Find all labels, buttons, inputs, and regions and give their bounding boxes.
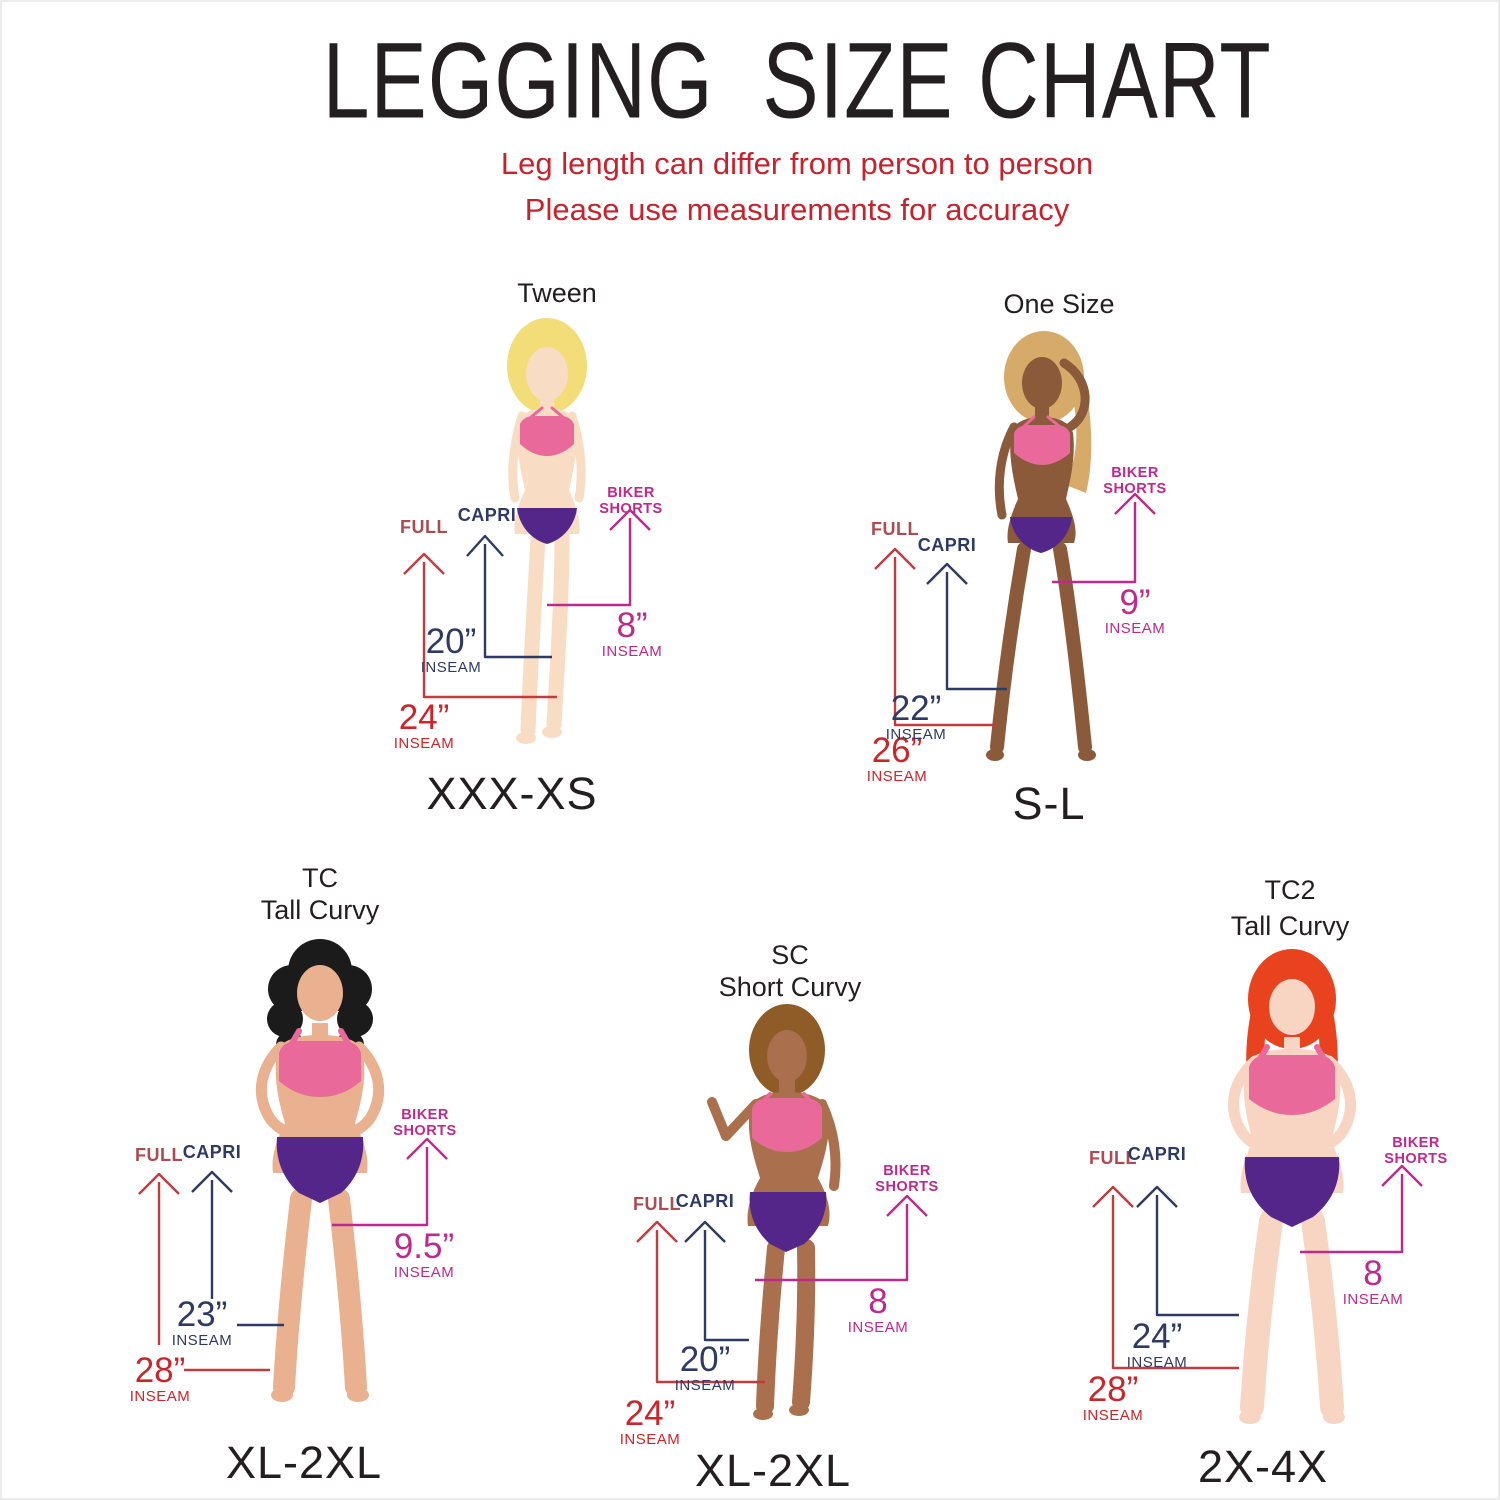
one-size-figure-illustration	[986, 331, 1096, 761]
size-range-label: XL-2XL	[225, 1437, 383, 1488]
biker-inseam-measurement: 9” INSEAM	[1104, 583, 1166, 637]
size-range-label: XL-2XL	[694, 1445, 852, 1496]
figure-code: TC2	[1264, 875, 1316, 905]
figure-code: SC	[771, 940, 809, 970]
capri-arrow-label: CAPRI	[182, 1142, 242, 1162]
full-inseam-measurement: 26” INSEAM	[866, 731, 928, 785]
biker-shorts-arrow-label: BIKER SHORTS	[1384, 1135, 1448, 1167]
subtitle: Leg length can differ from person to per…	[92, 141, 1500, 233]
figure-name: One Size	[1003, 289, 1115, 319]
size-group-sc-short-curvy: SC Short Curvy FULL CAPRI BIKER SHORTS 2…	[602, 932, 1002, 1496]
capri-inseam-measurement: 22” INSEAM	[885, 689, 947, 743]
capri-inseam-measurement: 20” INSEAM	[420, 622, 482, 676]
size-range-label: S-L	[1012, 778, 1086, 829]
capri-arrow-label: CAPRI	[1127, 1144, 1187, 1164]
full-arrow-label: FULL	[400, 517, 448, 537]
figure-code: TC	[302, 863, 338, 893]
size-group-tc2-tall-curvy: TC2 Tall Curvy FULL CAPRI BIKER SHORTS 2…	[1062, 867, 1482, 1492]
capri-inseam-measurement: 24” INSEAM	[1126, 1317, 1188, 1371]
figure-name: Tween	[517, 278, 597, 308]
size-group-tc-tall-curvy: TC Tall Curvy FULL CAPRI BIKER SHORTS	[112, 857, 512, 1488]
figure-name: Tall Curvy	[260, 895, 380, 925]
subtitle-line-2: Please use measurements for accuracy	[524, 192, 1070, 227]
full-inseam-measurement: 24” INSEAM	[393, 698, 455, 752]
tc-figure-illustration	[255, 939, 385, 1402]
biker-inseam-measurement: 8 INSEAM	[847, 1282, 909, 1336]
capri-inseam-measurement: 23” INSEAM	[171, 1295, 233, 1349]
full-inseam-measurement: 28” INSEAM	[129, 1351, 191, 1405]
biker-inseam-measurement: 8” INSEAM	[601, 606, 663, 660]
capri-inseam-measurement: 20” INSEAM	[674, 1340, 736, 1394]
size-group-tween: Tween FULL CAPRI BIKER SHORTS 24” INSEAM…	[382, 272, 712, 822]
biker-shorts-arrow-label: BIKER SHORTS	[875, 1163, 939, 1195]
figure-name: Tall Curvy	[1230, 911, 1350, 941]
biker-inseam-measurement: 8 INSEAM	[1342, 1254, 1404, 1308]
biker-shorts-arrow-label: BIKER SHORTS	[1103, 465, 1167, 497]
full-arrow-label: FULL	[1089, 1148, 1137, 1168]
page-title: LEGGING SIZE CHART	[322, 21, 1272, 142]
full-arrow-label: FULL	[135, 1145, 183, 1165]
capri-arrow-label: CAPRI	[457, 505, 517, 525]
capri-arrow-label: CAPRI	[675, 1191, 735, 1211]
full-inseam-measurement: 28” INSEAM	[1082, 1370, 1144, 1424]
biker-shorts-arrow-label: BIKER SHORTS	[599, 485, 663, 517]
tween-figure-illustration	[507, 318, 587, 744]
size-range-label: 2X-4X	[1197, 1441, 1329, 1492]
size-group-one-size: One Size FULL CAPRI BIKER SHORTS 26” INS…	[852, 277, 1202, 832]
figure-name: Short Curvy	[718, 972, 862, 1002]
header: LEGGING SIZE CHART Leg length can differ…	[92, 2, 1500, 233]
full-inseam-measurement: 24” INSEAM	[619, 1394, 681, 1448]
tc2-figure-illustration	[1228, 949, 1356, 1424]
capri-arrow-label: CAPRI	[917, 535, 977, 555]
subtitle-line-1: Leg length can differ from person to per…	[500, 146, 1094, 181]
biker-shorts-arrow-label: BIKER SHORTS	[393, 1107, 457, 1139]
biker-inseam-measurement: 9.5” INSEAM	[393, 1227, 455, 1281]
full-arrow-label: FULL	[633, 1194, 681, 1214]
size-range-label: XXX-XS	[426, 768, 598, 819]
full-arrow-label: FULL	[871, 519, 919, 539]
